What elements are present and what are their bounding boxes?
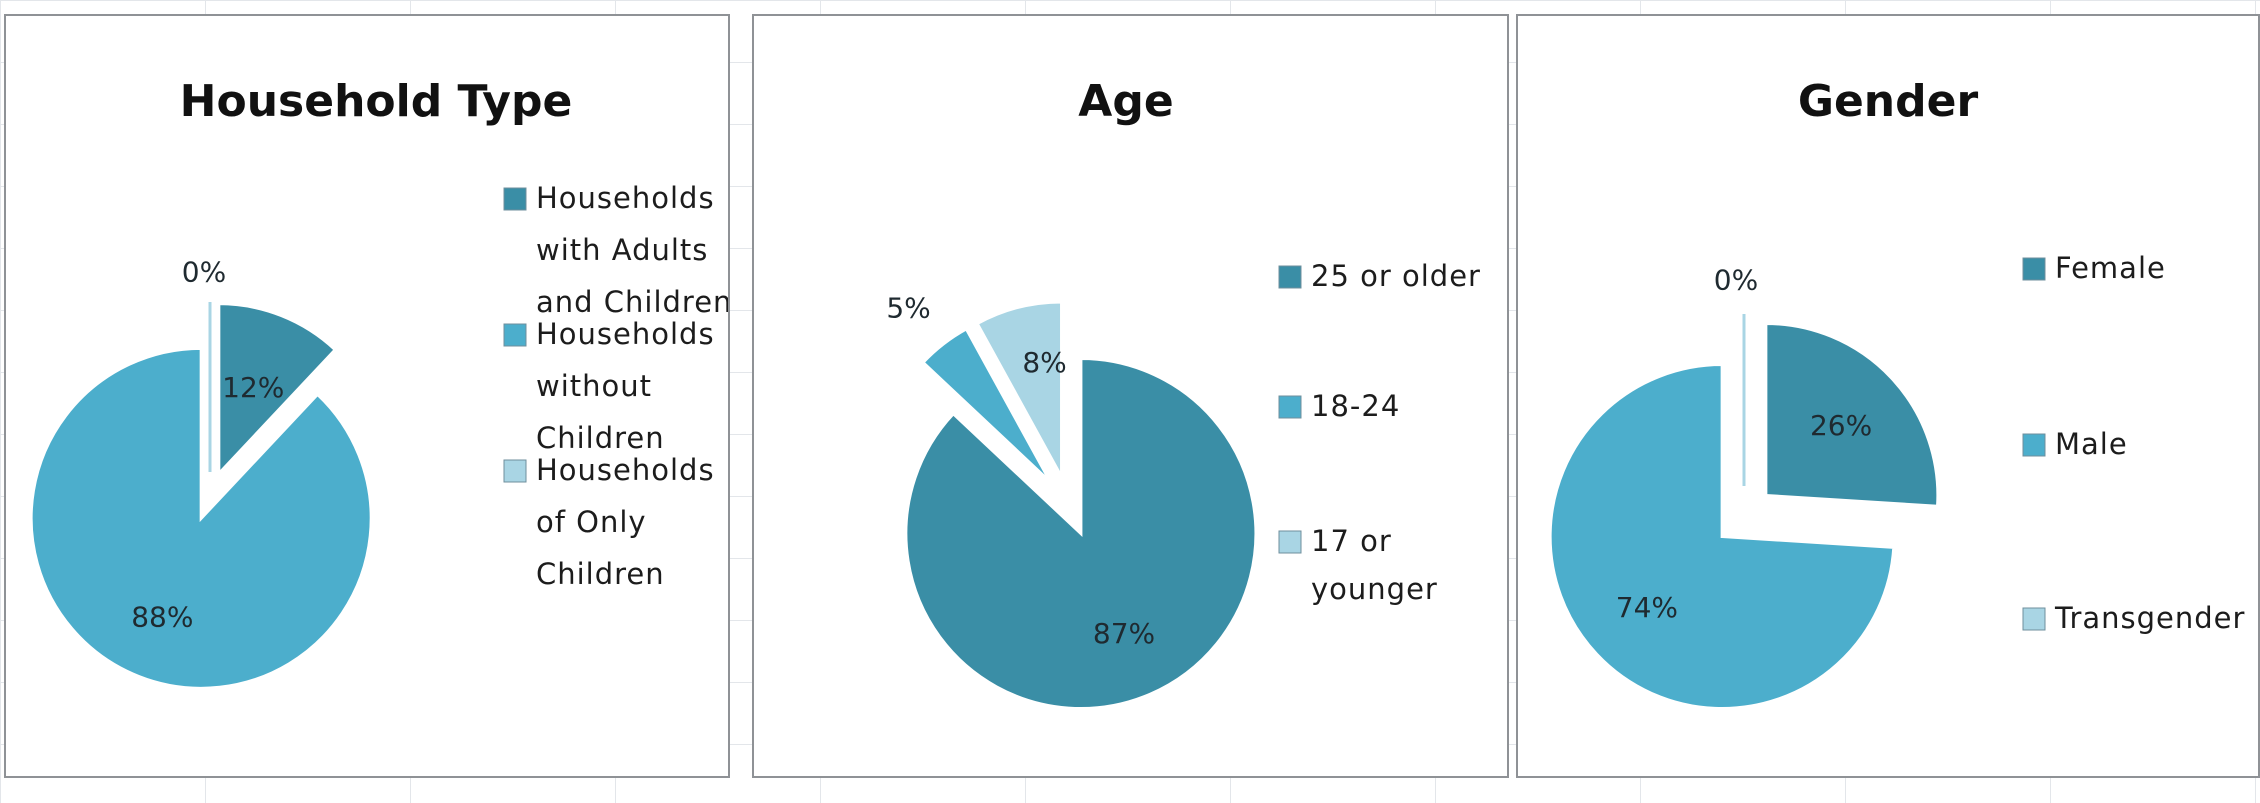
legend-swatch: [503, 459, 527, 483]
data-label: 88%: [131, 600, 193, 633]
legend-entry: Children: [536, 557, 665, 591]
chart-title: Age: [1078, 76, 1173, 127]
data-label: 26%: [1810, 409, 1872, 442]
data-label: 87%: [1093, 617, 1155, 650]
chart-title: Gender: [1798, 76, 1979, 127]
legend-entry: Households: [536, 317, 715, 351]
legend-entry: of Only: [536, 505, 647, 539]
age-chart[interactable]: Age 87% 5% 8% 25 or older 18-24 17 or younger: [752, 14, 1509, 778]
chart-title: Household Type: [180, 76, 573, 127]
legend-entry: Transgender: [2054, 601, 2245, 635]
legend-entry: Female: [2055, 251, 2166, 285]
legend-swatch: [503, 187, 527, 211]
legend-entry: Households: [536, 181, 715, 215]
data-label: 8%: [1022, 346, 1066, 379]
pie-slice[interactable]: [29, 346, 373, 690]
pie-slice[interactable]: [920, 326, 1052, 484]
legend-swatch: [1278, 395, 1302, 419]
legend-swatch: [2022, 433, 2046, 457]
legend-entry: Male: [2055, 427, 2128, 461]
household-type-chart[interactable]: Household Type 12% 88% 0% Households with Ad…: [4, 14, 730, 778]
household-type-pie: Household Type 12% 88% 0% Households with Ad…: [29, 76, 728, 690]
legend-entry: Children: [536, 421, 665, 455]
legend-entry: Households: [536, 453, 715, 487]
gender-pie: Gender 26% 74% 0% Female Male Transgender: [1548, 76, 2245, 711]
legend-entry: 25 or older: [1311, 259, 1481, 293]
pie-slice[interactable]: [904, 357, 1258, 711]
data-label: 74%: [1616, 591, 1678, 624]
data-label: 0%: [182, 256, 226, 289]
legend-entry: 17 or: [1311, 524, 1392, 558]
data-label: 0%: [1714, 263, 1758, 296]
legend-swatch: [2022, 607, 2046, 631]
legend-swatch: [503, 323, 527, 347]
pie-slice[interactable]: [975, 300, 1064, 478]
legend-entry: younger: [1311, 572, 1438, 606]
legend-swatch: [1278, 530, 1302, 554]
legend-entry: without: [536, 369, 652, 403]
data-label: 12%: [222, 371, 284, 404]
legend-entry: and Children: [536, 285, 728, 319]
legend-swatch: [1278, 265, 1302, 289]
data-label: 5%: [886, 291, 930, 324]
gender-chart[interactable]: Gender 26% 74% 0% Female Male Transgender: [1516, 14, 2260, 778]
legend-entry: with Adults: [536, 233, 708, 267]
pie-slice[interactable]: [1548, 363, 1896, 711]
age-pie: Age 87% 5% 8% 25 or older 18-24 17 or younger: [886, 76, 1481, 711]
pie-slice[interactable]: [1764, 321, 1940, 508]
pie-slice[interactable]: [217, 302, 338, 478]
legend-entry: 18-24: [1311, 389, 1400, 423]
legend-swatch: [2022, 257, 2046, 281]
